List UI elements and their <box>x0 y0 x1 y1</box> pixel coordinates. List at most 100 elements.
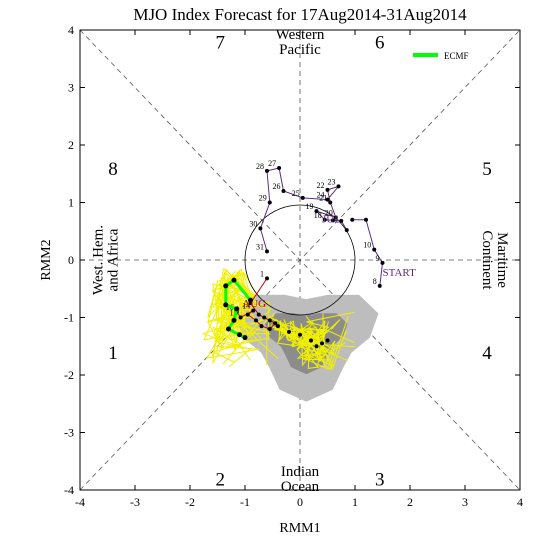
ecmf-point-4 <box>234 306 240 312</box>
observed-point-18 <box>265 168 269 173</box>
observed-day-label: 30 <box>249 219 257 228</box>
ensemble-member-37 <box>273 320 326 369</box>
region-label-line: Indian <box>281 464 320 480</box>
phase-number-7: 7 <box>216 33 226 54</box>
phase-number-4: 4 <box>482 343 492 364</box>
ecmf-point-5 <box>231 317 237 323</box>
phase-number-1: 1 <box>108 343 118 364</box>
observed-day-label: 31 <box>256 242 264 251</box>
ensemble-member-39 <box>278 321 336 370</box>
observed-day-label: 15 <box>230 309 238 318</box>
ecmf-point-1 <box>231 277 237 283</box>
observed-point-22 <box>265 276 269 281</box>
observed-day-label: 23 <box>328 177 336 186</box>
x-tick-label: 3 <box>462 495 468 509</box>
observed-day-label: 26 <box>273 182 281 191</box>
phase-number-5: 5 <box>482 159 492 180</box>
region-label-line: Pacific <box>279 42 321 58</box>
observed-point-6 <box>339 218 344 223</box>
unit-circle <box>244 204 356 316</box>
observed-point-4 <box>377 283 382 288</box>
ensemble-member-36 <box>212 268 246 342</box>
phase-number-6: 6 <box>375 33 385 54</box>
y-tick-label: -1 <box>64 311 74 325</box>
region-label-line: and Africa <box>105 228 121 291</box>
ensemble-mean-point-2 <box>298 332 302 337</box>
observed-point-7 <box>331 218 335 223</box>
observed-day-label: 20 <box>325 208 333 217</box>
ensemble-mean-point-4 <box>314 344 319 349</box>
observed-point-27 <box>273 321 278 326</box>
y-axis-title: RMM2 <box>39 239 54 280</box>
ensemble-mean-point-3 <box>309 338 313 343</box>
observed-point-20 <box>258 226 263 231</box>
observed-point-15 <box>300 195 305 200</box>
ensemble-member-33 <box>274 321 347 371</box>
ensemble-member-35 <box>270 311 355 347</box>
phase-number-3: 3 <box>375 470 385 491</box>
y-tick-label: -3 <box>64 426 74 440</box>
x-tick-label: 2 <box>407 495 413 509</box>
observed-point-1 <box>364 217 368 222</box>
observed-point-16 <box>281 189 286 193</box>
observed-point-3 <box>380 260 385 265</box>
observed-point-13 <box>336 184 341 189</box>
observed-point-2 <box>372 247 377 252</box>
observed-label-aug: AUG <box>242 298 266 310</box>
observed-day-label: 19 <box>306 202 314 211</box>
observed-point-11 <box>328 200 333 205</box>
ecmf-point-2 <box>223 283 229 289</box>
observed-point-9 <box>314 209 319 214</box>
observed-day-label: 21 <box>319 194 327 203</box>
y-tick-label: -4 <box>64 483 74 497</box>
x-tick-label: 4 <box>517 495 523 509</box>
observed-point-17 <box>277 166 282 170</box>
observed-day-label: 9 <box>376 254 380 263</box>
observed-day-label: 14 <box>242 302 250 311</box>
x-tick-label: -2 <box>185 495 195 509</box>
ecmf-point-6 <box>226 326 231 332</box>
phase-divider-lines <box>79 29 521 491</box>
ensemble-mean-point-6 <box>325 338 330 343</box>
observed-point-26 <box>267 318 272 323</box>
x-tick-label: -1 <box>240 495 250 509</box>
observed-point-29 <box>259 324 264 329</box>
observed-day-label: 1 <box>260 269 264 278</box>
observed-day-label: 29 <box>259 194 267 203</box>
x-tick-label: -4 <box>75 495 85 509</box>
observed-point-32 <box>251 308 256 313</box>
observed-label-start: START <box>383 267 417 279</box>
legend: ECMF <box>413 51 469 61</box>
ensemble-member-1 <box>280 316 320 360</box>
observed-point-14 <box>325 197 330 202</box>
observed-day-label: 25 <box>292 189 300 198</box>
observed-day-label: 24 <box>317 191 325 200</box>
observed-point-21 <box>265 249 269 254</box>
region-label-line: West. Hem. <box>90 225 106 295</box>
x-tick-label: 1 <box>352 495 358 509</box>
ensemble-mean-point-5 <box>320 341 324 346</box>
region-label-2: West. Hem. and Africa <box>90 225 121 295</box>
y-tick-label: 4 <box>68 23 74 37</box>
y-tick-label: 0 <box>68 253 74 267</box>
ecmf-point-3 <box>223 302 229 308</box>
phase-number-8: 8 <box>108 159 118 180</box>
observed-label-jul: JUL <box>322 214 341 226</box>
ensemble-member-32 <box>201 281 275 347</box>
observed-day-label: 28 <box>256 162 264 171</box>
observed-day-label: 18 <box>314 211 322 220</box>
observed-point-28 <box>267 327 272 331</box>
phase-number-2: 2 <box>216 470 226 491</box>
observed-day-label: 8 <box>373 277 377 286</box>
region-label-line: Continent <box>479 230 495 290</box>
y-tick-label: 1 <box>68 196 74 210</box>
x-tick-label: -3 <box>130 495 140 509</box>
x-tick-label: 0 <box>297 495 303 509</box>
observed-point-19 <box>267 200 272 205</box>
